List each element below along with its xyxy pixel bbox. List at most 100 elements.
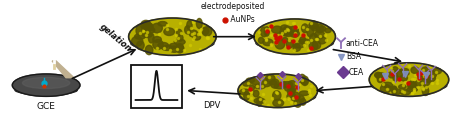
Ellipse shape [142,23,152,29]
Ellipse shape [146,24,153,32]
Ellipse shape [402,71,409,75]
Ellipse shape [174,39,185,45]
Ellipse shape [281,25,289,32]
Ellipse shape [309,22,317,28]
Ellipse shape [377,77,383,83]
Ellipse shape [418,70,429,77]
Ellipse shape [263,39,273,46]
Ellipse shape [302,80,307,85]
Ellipse shape [238,74,318,108]
Ellipse shape [309,42,318,50]
Ellipse shape [307,27,314,37]
Text: gelation: gelation [98,22,134,54]
Ellipse shape [187,21,192,30]
Ellipse shape [128,18,216,55]
Ellipse shape [246,78,255,83]
Ellipse shape [269,81,277,85]
Ellipse shape [293,44,301,51]
Ellipse shape [418,73,428,79]
Ellipse shape [273,99,283,107]
Ellipse shape [142,33,152,37]
Ellipse shape [422,86,428,96]
Ellipse shape [22,77,70,89]
Ellipse shape [240,89,250,95]
Ellipse shape [300,37,306,43]
Ellipse shape [146,45,153,55]
Ellipse shape [311,26,320,31]
Ellipse shape [293,43,304,48]
Ellipse shape [400,68,409,73]
Ellipse shape [325,28,331,33]
Ellipse shape [258,37,264,43]
Ellipse shape [426,75,436,82]
Ellipse shape [393,74,398,81]
Bar [131,65,182,108]
Ellipse shape [257,97,262,106]
Ellipse shape [158,42,168,48]
Ellipse shape [243,82,250,86]
Ellipse shape [288,81,297,87]
Ellipse shape [300,99,306,105]
Ellipse shape [249,85,255,91]
Ellipse shape [319,26,326,31]
Ellipse shape [408,81,416,87]
Ellipse shape [193,34,201,40]
Ellipse shape [395,70,405,77]
Ellipse shape [176,44,184,53]
Ellipse shape [250,77,261,85]
Ellipse shape [312,41,321,49]
Ellipse shape [388,72,395,78]
Ellipse shape [262,78,268,82]
Ellipse shape [146,27,155,33]
Ellipse shape [318,37,326,44]
Ellipse shape [392,67,398,74]
Ellipse shape [131,36,143,46]
Ellipse shape [376,73,386,80]
Ellipse shape [399,85,406,89]
Ellipse shape [301,76,309,86]
Ellipse shape [283,37,288,42]
Ellipse shape [287,93,296,100]
Ellipse shape [272,26,283,33]
Text: GCE: GCE [36,102,55,111]
Ellipse shape [371,80,447,92]
Ellipse shape [288,87,296,92]
Ellipse shape [264,27,269,36]
Ellipse shape [380,85,391,93]
Ellipse shape [169,46,179,52]
Ellipse shape [400,75,408,81]
Ellipse shape [12,74,80,96]
Polygon shape [52,61,74,78]
Ellipse shape [137,41,144,50]
Ellipse shape [280,29,290,36]
Text: electrodeposited: electrodeposited [201,2,265,11]
Ellipse shape [301,24,308,33]
Ellipse shape [422,67,430,72]
Ellipse shape [153,37,161,42]
Ellipse shape [382,74,388,78]
Ellipse shape [285,86,291,91]
Ellipse shape [169,43,178,49]
Ellipse shape [185,26,191,34]
Ellipse shape [15,86,77,95]
Ellipse shape [425,74,431,82]
Ellipse shape [152,23,163,33]
Ellipse shape [369,63,449,96]
Ellipse shape [314,31,325,39]
Ellipse shape [299,39,310,44]
Ellipse shape [411,67,419,73]
Ellipse shape [382,82,393,88]
Ellipse shape [274,84,285,89]
Ellipse shape [415,81,422,86]
Ellipse shape [176,29,182,36]
Ellipse shape [427,71,437,79]
Ellipse shape [374,72,382,78]
Ellipse shape [316,24,323,33]
Ellipse shape [375,73,384,77]
Ellipse shape [260,82,271,87]
Ellipse shape [265,75,275,82]
Text: CEA: CEA [348,68,364,77]
Ellipse shape [310,21,318,29]
Ellipse shape [202,27,212,36]
Ellipse shape [283,82,293,87]
